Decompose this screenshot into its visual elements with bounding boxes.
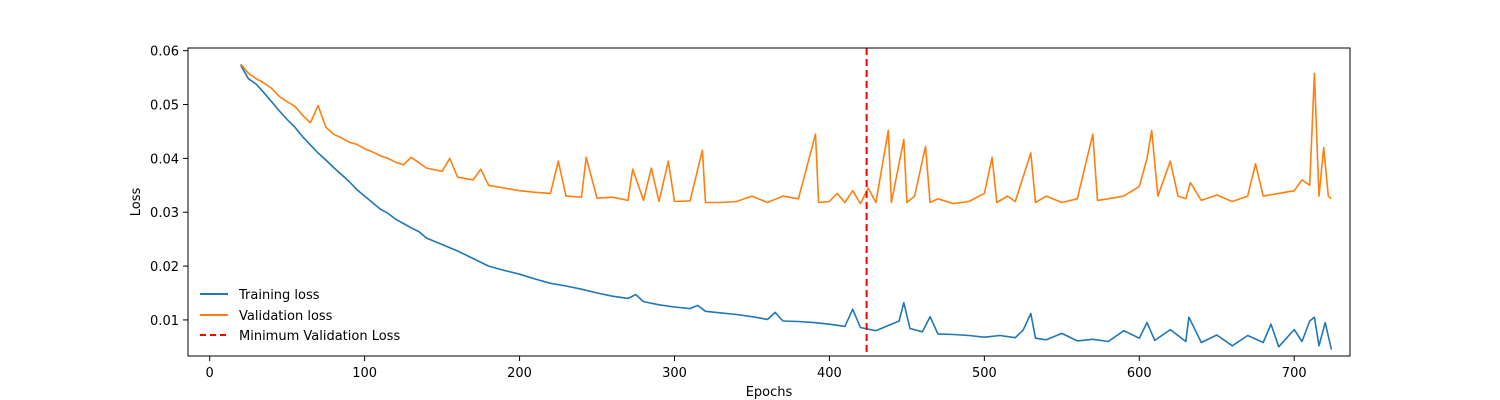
legend-label-training: Training loss	[238, 288, 320, 303]
plot-frame	[187, 47, 1351, 357]
x-tick-label: 500	[972, 366, 997, 381]
x-tick-label: 0	[206, 366, 214, 381]
y-tick-label: 0.06	[150, 45, 179, 60]
series-layer	[240, 48, 1333, 356]
y-tick-label: 0.01	[150, 314, 179, 329]
x-tick-label: 400	[817, 366, 842, 381]
x-tick-label: 300	[662, 366, 687, 381]
y-tick-label: 0.04	[150, 152, 179, 167]
legend-label-validation: Validation loss	[239, 309, 333, 324]
x-tick-label: 600	[1127, 366, 1152, 381]
y-tick-label: 0.05	[150, 99, 179, 114]
validation-loss-line	[240, 63, 1332, 205]
training-loss-line	[240, 64, 1333, 350]
x-tick-label: 100	[352, 366, 377, 381]
legend: Training loss Validation loss Minimum Va…	[200, 288, 400, 344]
y-tick-label: 0.03	[150, 206, 179, 221]
x-tick-label: 700	[1282, 366, 1307, 381]
x-tick-label: 200	[507, 366, 532, 381]
x-axis-title: Epochs	[746, 385, 793, 400]
y-tick-label: 0.02	[150, 260, 179, 275]
y-axis-title: Loss	[129, 188, 144, 217]
legend-label-min-val: Minimum Validation Loss	[239, 329, 400, 344]
tick-layer: 0 100 200 300 400 500 600 700 0.01 0.02 0.03 0.04 0.…	[150, 45, 1307, 381]
